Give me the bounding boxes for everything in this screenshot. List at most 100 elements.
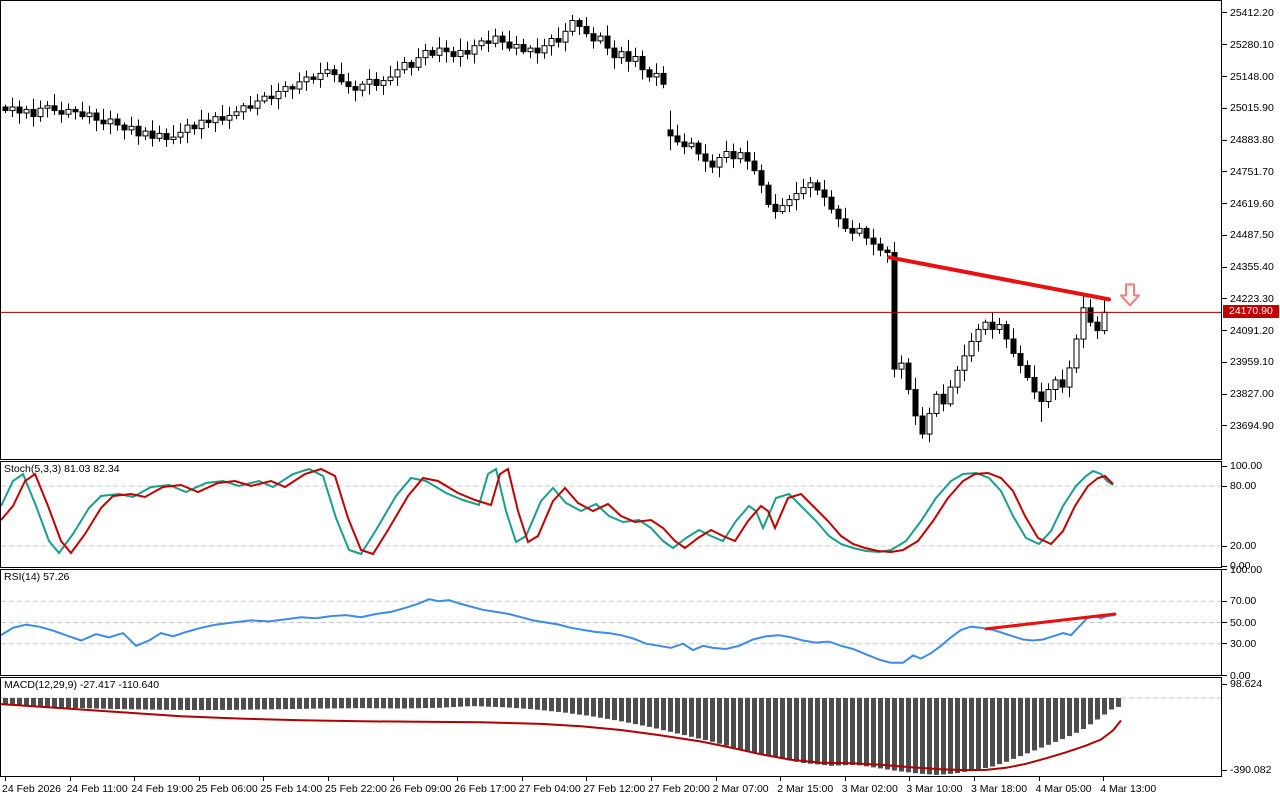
price-chart-canvas[interactable]	[1, 1, 1221, 459]
macd-histogram-bar	[836, 698, 841, 766]
macd-histogram-bar	[696, 698, 701, 739]
axis-label: 23694.90	[1230, 419, 1274, 432]
macd-histogram-bar	[66, 698, 71, 708]
time-axis[interactable]: 24 Feb 2026 24 Feb 11:00 24 Feb 19:00 25 Fe…	[0, 777, 1280, 800]
macd-histogram-bar	[773, 698, 778, 758]
candle-bearish	[93, 112, 100, 121]
axis-tick	[1222, 361, 1227, 363]
axis-tick	[1222, 675, 1227, 676]
macd-histogram-bar	[619, 698, 624, 722]
macd-histogram-bar	[381, 698, 386, 709]
candle-bullish	[261, 95, 268, 102]
time-axis-label: 25 Feb 22:00	[325, 783, 387, 795]
stoch-main-line	[1, 467, 1114, 556]
axis-label: 80.00	[1230, 480, 1257, 492]
candle-bullish	[800, 187, 807, 195]
axis-label: 24751.70	[1230, 165, 1274, 178]
macd-histogram-bar	[577, 698, 582, 715]
macd-histogram-bar	[451, 698, 456, 708]
macd-histogram-bar	[941, 698, 946, 775]
macd-histogram-bar	[199, 698, 204, 711]
macd-histogram-bar	[920, 698, 925, 774]
time-tick	[263, 777, 265, 781]
axis-tick	[1222, 234, 1227, 236]
macd-histogram-bar	[493, 698, 498, 707]
axis-tick	[1222, 44, 1227, 46]
time-tick	[457, 777, 459, 781]
candle-bearish	[604, 35, 611, 49]
macd-histogram-bar	[759, 698, 764, 755]
candle-bullish	[688, 142, 695, 148]
macd-histogram-bar	[724, 698, 729, 746]
macd-histogram-bar	[73, 698, 78, 708]
candle-bullish	[926, 413, 933, 435]
rsi-panel[interactable]: RSI(14) 57.26	[0, 569, 1222, 676]
macd-histogram-bar	[878, 698, 883, 769]
axis-tick	[1222, 643, 1227, 645]
candle-bearish	[219, 116, 226, 121]
macd-histogram-bar	[794, 698, 799, 762]
macd-histogram-bar	[906, 698, 911, 773]
macd-histogram-bar	[297, 698, 302, 709]
time-axis-label: 27 Feb 04:00	[518, 783, 581, 795]
macd-histogram-bar	[17, 698, 22, 706]
candle-bearish	[576, 20, 583, 27]
candle-bearish	[667, 129, 674, 137]
axis-tick	[1222, 769, 1227, 771]
candle-bullish	[324, 69, 331, 74]
time-tick	[521, 777, 523, 781]
macd-histogram-bar	[178, 698, 183, 710]
macd-histogram-bar	[962, 698, 967, 772]
macd-histogram-bar	[395, 698, 400, 709]
axis-label: 25015.90	[1230, 102, 1274, 115]
candle-bearish	[534, 47, 541, 54]
candle-bearish	[772, 203, 779, 213]
candle-bearish	[58, 110, 65, 115]
descending-trendline[interactable]	[887, 255, 1111, 302]
rsi-trendline[interactable]	[984, 612, 1117, 631]
macd-histogram-bar	[969, 698, 974, 771]
macd-histogram-bar	[612, 698, 617, 721]
candle-bearish	[681, 141, 688, 148]
candle-bearish	[674, 135, 681, 143]
stochastic-panel[interactable]: Stoch(5,3,3) 81.03 82.34	[0, 461, 1222, 568]
down-arrow-icon[interactable]	[1120, 283, 1140, 307]
macd-canvas[interactable]	[1, 678, 1221, 776]
candle-bearish	[163, 133, 170, 140]
axis-label: 24091.20	[1230, 324, 1274, 337]
candle-bullish	[86, 112, 93, 118]
price-chart-panel[interactable]	[0, 0, 1222, 460]
candle-bullish	[723, 151, 730, 158]
rsi-canvas[interactable]	[1, 570, 1221, 675]
macd-histogram-bar	[360, 698, 365, 709]
candle-bullish	[996, 324, 1003, 330]
macd-histogram-bar	[269, 698, 274, 710]
candle-bullish	[597, 35, 604, 42]
current-price-badge: 24170.90	[1223, 304, 1279, 318]
candle-bearish	[884, 249, 891, 254]
candle-bullish	[394, 69, 401, 78]
macd-histogram-bar	[934, 698, 939, 775]
macd-histogram-bar	[353, 698, 358, 709]
candle-bullish	[275, 90, 282, 100]
candle-bullish	[933, 393, 940, 414]
macd-panel[interactable]: MACD(12,29,9) -27.417 -110.640	[0, 677, 1222, 777]
candle-bullish	[541, 45, 548, 54]
axis-tick	[1222, 393, 1227, 395]
macd-histogram-bar	[248, 698, 253, 710]
axis-label: 24487.50	[1230, 229, 1274, 242]
macd-histogram-bar	[31, 698, 36, 707]
time-tick	[651, 777, 652, 781]
macd-histogram-bar	[143, 698, 148, 710]
macd-histogram-bar	[689, 698, 694, 737]
candle-bearish	[639, 56, 646, 71]
price-axis[interactable]: 24170.90 25412.20 25280.10 25148.00 25015.9…	[1222, 0, 1280, 800]
stochastic-canvas[interactable]	[1, 462, 1221, 567]
candle-bullish	[779, 205, 786, 213]
candle-bearish	[1031, 377, 1038, 393]
candle-bearish	[590, 33, 597, 42]
macd-histogram-bar	[1095, 698, 1100, 720]
axis-tick	[1222, 565, 1227, 567]
macd-histogram-bar	[808, 698, 813, 764]
